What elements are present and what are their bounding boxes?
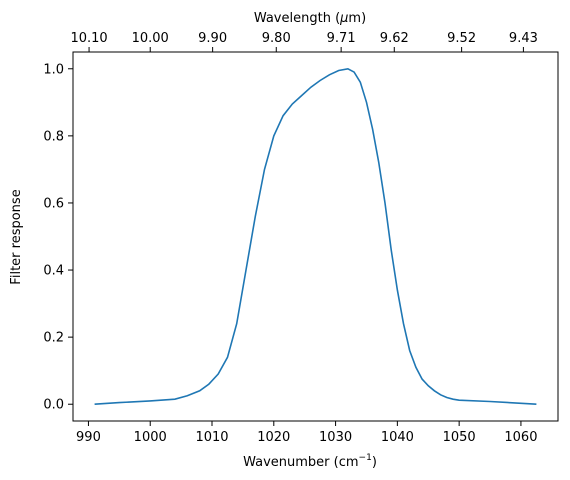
x-tick-label: 1040: [381, 430, 414, 445]
y-axis: 0.0 0.2 0.4 0.6 0.8 1.0: [43, 62, 73, 413]
bottom-axis-title-sup: −1: [359, 453, 372, 463]
top-axis-title-mu: μ: [339, 11, 348, 26]
x-tick-label: 1020: [257, 430, 290, 445]
series-line: [94, 67, 537, 405]
top-tick-label: 9.43: [509, 31, 538, 46]
bottom-axis-title-close: ): [372, 455, 377, 470]
top-tick-label: 9.90: [198, 31, 227, 46]
y-tick-label: 0.0: [43, 398, 64, 413]
top-tick-label: 9.52: [447, 31, 476, 46]
x-tick-label: 1050: [443, 430, 476, 445]
x-tick-label: 1060: [504, 430, 537, 445]
top-axis-title-unit: m): [348, 11, 366, 26]
top-tick-label: 9.62: [380, 31, 409, 46]
plot-frame: [72, 51, 559, 422]
y-tick-label: 0.8: [43, 129, 64, 144]
y-tick-label: 0.6: [43, 196, 64, 211]
y-axis-title: Filter response: [9, 189, 24, 284]
bottom-x-axis: 990 1000 1010 1020 1030 1040 1050 1060: [76, 421, 537, 445]
y-tick-label: 0.2: [43, 331, 64, 346]
x-tick-label: 1000: [134, 430, 167, 445]
y-tick-label: 0.4: [43, 264, 64, 279]
top-tick-label: 9.71: [327, 31, 356, 46]
top-x-axis: 10.10 10.00 9.90 9.80 9.71 9.62 9.52 9.43: [70, 31, 538, 52]
y-tick-label: 1.0: [43, 62, 64, 77]
top-tick-label: 10.00: [132, 31, 169, 46]
x-tick-label: 990: [76, 430, 101, 445]
x-tick-label: 1010: [195, 430, 228, 445]
x-tick-label: 1030: [319, 430, 352, 445]
bottom-axis-title: Wavenumber (cm−1): [243, 453, 377, 470]
top-tick-label: 9.80: [262, 31, 291, 46]
top-tick-label: 10.10: [70, 31, 107, 46]
top-axis-title: Wavelength (μm): [254, 11, 366, 26]
